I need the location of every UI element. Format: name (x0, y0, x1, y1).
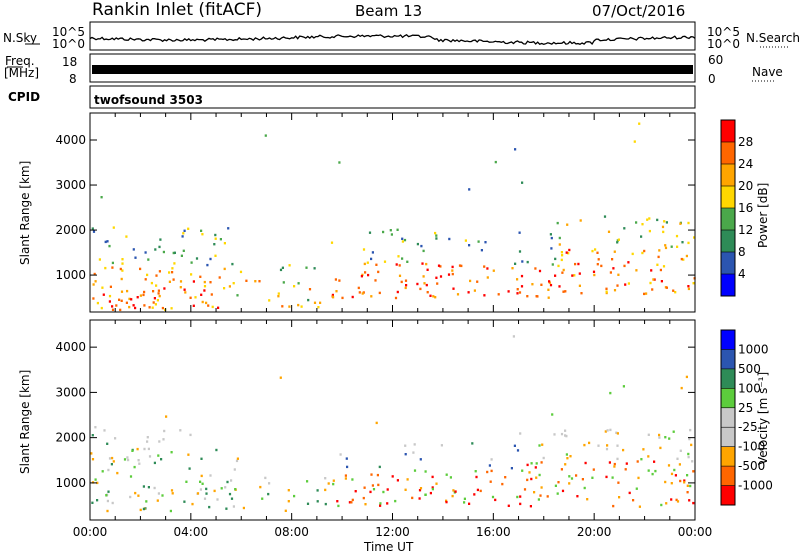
power-colorbar-swatch (721, 186, 735, 208)
velocity-colorbar-swatch (721, 330, 735, 350)
cpid-value: twofsound 3503 (94, 93, 203, 107)
xtick-label: 08:00 (274, 525, 309, 539)
power-colorbar-swatch (721, 208, 735, 230)
ytick-label: 1000 (55, 268, 86, 282)
beam-label: Beam 13 (355, 2, 423, 20)
velocity-colorbar-tick-label: -25 (738, 420, 758, 434)
ytick-label: 4000 (55, 133, 86, 147)
xtick-label: 16:00 (476, 525, 511, 539)
velocity-colorbar-tick-label: -500 (738, 459, 765, 473)
power-colorbar-swatch (721, 274, 735, 296)
nsearch-tick-high: 10^5 (707, 25, 740, 39)
velocity-colorbar-tick-label: 500 (738, 362, 761, 376)
xtick-label: 12:00 (375, 525, 410, 539)
power-colorbar-tick-label: 16 (738, 201, 753, 215)
freq-tick-high: 18 (62, 55, 78, 69)
power-heatmap (91, 122, 696, 312)
velocity-colorbar-tick-label: 1000 (738, 342, 769, 356)
nsky-series (89, 34, 696, 46)
panel-frame-velocity (89, 319, 696, 521)
ytick-label: 4000 (55, 340, 86, 354)
power-colorbar-tick-label: 12 (738, 223, 753, 237)
power-colorbar-tick-label: 24 (738, 157, 753, 171)
freq-series (92, 65, 693, 74)
cpid-label: CPID (8, 90, 41, 104)
nsearch-tick-low: 10^0 (707, 37, 740, 51)
freq-unit-label: [MHz] (4, 66, 40, 80)
velocity-colorbar-swatch (721, 446, 735, 467)
ytick-label: 2000 (55, 431, 86, 445)
ytick-label: 2000 (55, 223, 86, 237)
velocity-colorbar-swatch (721, 485, 735, 505)
velocity-colorbar-swatch (721, 466, 735, 486)
velocity-colorbar-swatch (721, 427, 735, 447)
nsky-tick-low: 10^0 (52, 37, 85, 51)
power-colorbar-tick-label: 20 (738, 179, 753, 193)
power-colorbar-swatch (721, 230, 735, 252)
velocity-colorbar-tick-label: -1000 (738, 479, 773, 493)
date-label: 07/Oct/2016 (592, 2, 686, 20)
power-colorbar-tick-label: 8 (738, 245, 746, 259)
velocity-colorbar-tick-label: 25 (738, 401, 753, 415)
velocity-colorbar-tick-label: 100 (738, 381, 761, 395)
nave-tick-high: 60 (708, 53, 724, 67)
velocity-heatmap (90, 335, 695, 513)
velocity-colorbar-swatch (721, 388, 735, 408)
power-colorbar-swatch (721, 120, 735, 142)
station-title: Rankin Inlet (fitACF) (92, 0, 263, 20)
nsky-panel (89, 21, 696, 51)
nsky-tick-high: 10^5 (52, 25, 85, 39)
cpid-panel (89, 85, 696, 109)
nave-tick-low: 0 (708, 72, 716, 86)
velocity-colorbar-swatch (721, 349, 735, 369)
xtick-label: 20:00 (577, 525, 612, 539)
power-colorbar-tick-label: 28 (738, 135, 753, 149)
velocity-colorbar-tick-label: -100 (738, 440, 765, 454)
freq-panel (89, 53, 696, 83)
ytick-label: 3000 (55, 178, 86, 192)
xtick-label: 04:00 (174, 525, 209, 539)
ytick-label: 1000 (55, 476, 86, 490)
power-colorbar-swatch (721, 164, 735, 186)
xtick-label: 00:00 (73, 525, 108, 539)
power-colorbar-tick-label: 4 (738, 267, 746, 281)
time-axis-label: Time UT (364, 540, 414, 554)
velocity-colorbar-frame (720, 329, 736, 506)
xtick-label: 00:00 (678, 525, 713, 539)
nsearch-label: N.Search (746, 31, 800, 45)
velocity-colorbar-swatch (721, 368, 735, 389)
nsky-label: N.Sky (3, 31, 38, 45)
ytick-label: 3000 (55, 385, 86, 399)
nave-label: Nave (752, 65, 783, 79)
velocity-colorbar-swatch (721, 407, 735, 428)
power-colorbar-swatch (721, 252, 735, 274)
freq-label: Freq. (5, 54, 35, 68)
freq-tick-low: 8 (69, 72, 77, 86)
power-colorbar-swatch (721, 142, 735, 164)
